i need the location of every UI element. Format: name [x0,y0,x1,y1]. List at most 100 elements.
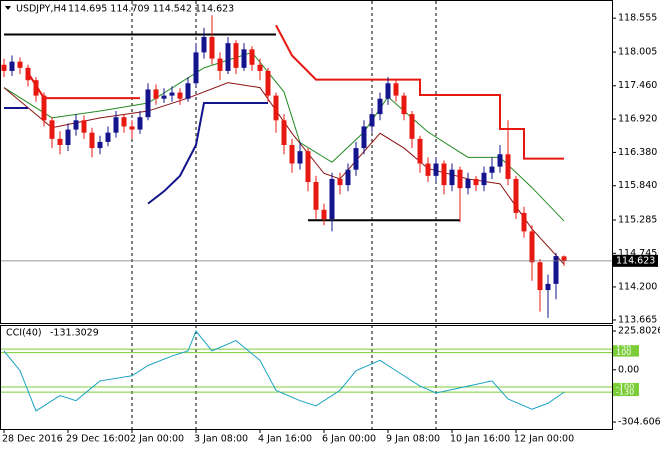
candle-body [169,92,175,96]
candle-body [153,89,159,99]
candle-body [361,126,367,149]
candle-body [201,36,207,53]
indicator-line [3,51,565,222]
candle-body [385,83,391,99]
candle-body [393,83,399,96]
candle-body [497,154,503,167]
y-tick-label: 0.00 [618,364,639,375]
candle-body [25,67,31,81]
cci-title: CCI(40) [6,328,42,339]
x-tick-label: 6 Jan 00:00 [322,434,376,445]
candle-body [129,126,135,130]
y-tick-label: 114.745 [618,248,657,259]
candle-body [377,98,383,115]
candle-body [313,182,319,210]
y-tick-label: 118.005 [618,47,657,58]
candle-body [425,163,431,176]
current-price-box [612,254,658,267]
menu-arrow[interactable] [5,6,11,10]
candle-body [329,178,335,220]
candle-body [57,138,63,145]
candle-body [281,120,287,145]
ohlc-text: 114.695 114.709 114.542 114.623 [68,4,234,15]
candle-body [529,231,535,263]
cci-value: -131.3029 [50,328,99,339]
candle-body [321,209,327,220]
candle-body [105,132,111,142]
candle-body [65,129,71,145]
candle-body [345,169,351,186]
candle-body [17,61,23,68]
candle-body [81,120,87,133]
cci-line [3,330,565,412]
candle-body [553,256,559,284]
candle-body [121,117,127,127]
candle-body [513,178,519,213]
candle-body [193,52,199,84]
candle-body [305,151,311,183]
candle-body [249,49,255,65]
period-separators [131,1,437,429]
y-tick-label: 225.8026 [618,326,660,337]
candle-body [505,154,511,179]
y-tick-label: 116.380 [618,147,657,158]
candle-body [537,262,543,291]
candle-body [49,120,55,139]
indicator-line [3,82,565,265]
candle-body [161,95,167,99]
x-tick-label: 28 Dec 2016 [2,434,63,445]
cci-panel [0,325,613,430]
candle-body [113,117,119,133]
candle-body [369,114,375,127]
candle-body [561,256,567,261]
x-tick-label: 2 Jan 00:00 [130,434,184,445]
candle-body [97,141,103,149]
price-panel [0,0,613,324]
candle-body [209,36,215,59]
candle-body [257,64,263,71]
candle-body [273,95,279,121]
level-box [613,388,639,397]
x-tick-label: 12 Jan 00:00 [514,434,574,445]
candle-body [233,43,239,68]
candle-body [441,163,447,186]
candle-body [89,132,95,149]
candle-body [473,178,479,186]
indicator-line [147,102,268,205]
x-tick-label: 3 Jan 08:00 [194,434,248,445]
candle-body [41,95,47,121]
candle-body [353,148,359,170]
y-tick-label: 117.460 [618,80,657,91]
candle-body [289,144,295,164]
candle-body [401,95,407,115]
candle-body [225,43,231,71]
candle-body [457,169,463,189]
symbol-title: USDJPY,H4 [16,4,67,15]
x-tick-label: 4 Jan 16:00 [258,434,312,445]
candle-body [465,178,471,189]
x-tick-label: 29 Dec 16:00 [66,434,130,445]
candle-body [545,283,551,291]
candle-body [145,89,151,118]
candle-body [177,92,183,99]
candle-body [241,49,247,68]
current-price-label: 114.623 [616,255,655,266]
candle-body [481,172,487,186]
candle-body [265,70,271,96]
y-tick-label: 116.920 [618,114,657,125]
level-label: -100 [616,382,634,391]
candle-body [337,178,343,186]
y-tick-label: 118.555 [618,13,657,24]
x-tick-label: 10 Jan 16:00 [450,434,510,445]
indicator-line [275,24,564,160]
candle-body [73,120,79,130]
level-label: -130 [616,388,634,397]
candle-body [433,163,439,176]
candle-body [185,83,191,99]
candle-body [417,138,423,164]
candle-body [297,151,303,164]
candle-body [9,61,15,71]
y-tick-label: 113.665 [618,314,657,325]
